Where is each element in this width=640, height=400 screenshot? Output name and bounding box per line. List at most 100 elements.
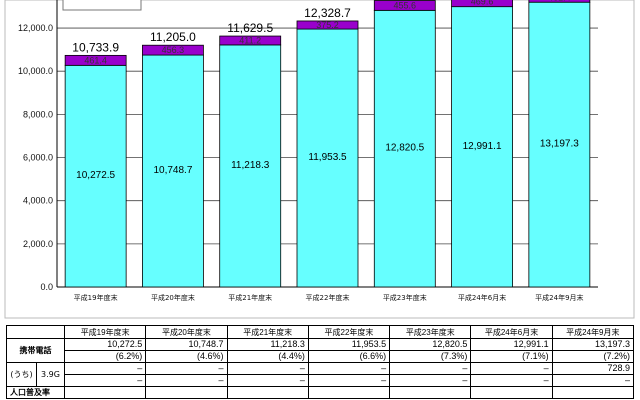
table-header: 平成23年度末 [389,325,472,339]
table-cell: 11,218.3 [226,338,309,351]
bar-label-mobile: 12,820.5 [385,143,424,154]
table-cell: (7.1%) [470,350,553,363]
bar-mobile [373,9,436,288]
table-cell: (4.6%) [145,350,228,363]
table-cell: – [389,374,472,387]
table-cell: (6.6%) [307,350,391,363]
table-cell: – [63,374,147,387]
y-tick-label: 12,000.0 [18,23,53,33]
y-tick-label: 8,000.0 [23,109,53,119]
table-row-sub-growth: – – – – – – – [7,374,635,387]
x-tick-label: 平成24年6月末 [458,293,506,302]
bar-phs [142,44,204,56]
bar-label-mobile: 11,953.5 [308,152,347,163]
row-header-sub: (うち) [6,362,37,387]
bar-total-label: 11,629.5 [227,21,273,35]
y-tick-label: 6,000.0 [23,153,53,163]
row-header-mobile: 携帯電話 [6,338,65,363]
table-cell: – [389,362,472,375]
table-cell: – [470,362,553,375]
y-tick-label: 0.0 [40,282,53,292]
table-header: 平成24年9月末 [551,325,635,339]
table-cell: 12,820.5 [389,338,472,351]
row-header-sub-type: 3.9G [36,362,65,387]
table-cell: (7.2%) [551,350,635,363]
table-cell: (6.2%) [63,350,147,363]
x-tick-label: 平成20年度末 [151,293,195,302]
x-tick-label: 平成23年度末 [383,293,427,302]
table-cell: 10,748.7 [145,338,228,351]
stacked-bar-chart: 0.0 2,000.0 4,000.0 6,000.0 8,000.0 10,000.0 1… [4,0,635,319]
bar-label-mobile: 13,197.3 [540,139,579,150]
table-cell [145,386,228,399]
table-cell [307,386,391,399]
x-tick-label: 平成21年度末 [228,293,272,302]
bar-mobile [528,1,591,288]
table-cell: – [307,374,391,387]
table-cell [63,386,147,399]
table-header-row: 平成19年度末 平成20年度末 平成21年度末 平成22年度末 平成23年度末 … [6,325,635,339]
x-tick-label: 平成24年9月末 [535,293,583,302]
bar-label-phs: 375.2 [316,20,339,30]
table-header: 平成21年度末 [226,325,309,339]
data-table: 平成19年度末 平成20年度末 平成21年度末 平成22年度末 平成23年度末 … [6,325,635,399]
bar-label-phs: 461.4 [548,0,571,2]
bar-phs [219,35,282,46]
legend-box [62,0,142,11]
table-cell: (4.4%) [226,350,309,363]
table-row-population: 人口普及率 [6,386,635,399]
table-cell: – [145,362,228,375]
bar-label-mobile: 10,272.5 [76,170,115,181]
table-cell: – [145,374,228,387]
bar-mobile [451,6,513,288]
bar-label-mobile: 11,218.3 [231,160,270,171]
table-row-mobile: 携帯電話 10,272.5 10,748.7 11,218.3 11,953.5… [6,338,635,363]
table-header: 平成24年6月末 [470,325,553,339]
table-cell [226,386,309,399]
bar-phs [64,54,127,66]
y-tick-label: 4,000.0 [23,196,53,206]
bar-phs [451,0,513,8]
bar-label-mobile: 12,991.1 [463,141,502,152]
table-cell: – [551,374,635,387]
table-cell: – [226,362,309,375]
table-cell: 13,197.3 [551,338,635,351]
chart-frame [4,0,635,319]
bar-mobile [142,54,204,288]
x-tick-label: 平成22年度末 [306,293,350,302]
table-cell: 11,953.5 [307,338,391,351]
table-header: 平成19年度末 [63,325,147,339]
table-cell: (7.3%) [389,350,472,363]
table-corner [6,325,65,339]
bar-label-phs: 469.6 [471,0,494,7]
table-cell: 728.9 [551,362,635,375]
bar-phs [528,0,591,3]
table-header: 平成22年度末 [307,325,391,339]
x-tick-label: 平成19年度末 [74,293,118,302]
bar-phs [373,0,436,11]
table-row-sub: (うち) 3.9G – – – – – – 728.9 [6,362,635,387]
row-header-population: 人口普及率 [6,386,65,399]
table-cell: 12,991.1 [470,338,553,351]
table-cell: – [307,362,391,375]
table-cell: – [63,362,147,375]
table-header: 平成20年度末 [145,325,228,339]
table-cell: 10,272.5 [63,338,147,351]
table-cell [389,386,472,399]
bar-total-label: 11,205.0 [150,30,196,44]
bar-mobile [296,28,359,288]
bar-label-phs: 411.2 [239,35,261,45]
table-row-mobile-growth: (6.2%) (4.6%) (4.4%) (6.6%) (7.3%) (7.1%… [7,350,635,363]
y-tick-label: 2,000.0 [23,239,53,249]
bar-total-label: 10,733.9 [72,40,119,54]
bar-total-label: 12,328.7 [304,6,351,20]
bar-mobile [64,64,127,288]
bar-label-mobile: 10,748.7 [153,165,192,176]
bar-mobile [219,44,282,288]
y-tick-label: 10,000.0 [18,66,53,76]
bar-label-phs: 461.4 [84,55,107,65]
table-cell: – [226,374,309,387]
table-cell: – [470,374,553,387]
table-cell [551,386,635,399]
bar-label-phs: 455.6 [394,0,417,10]
